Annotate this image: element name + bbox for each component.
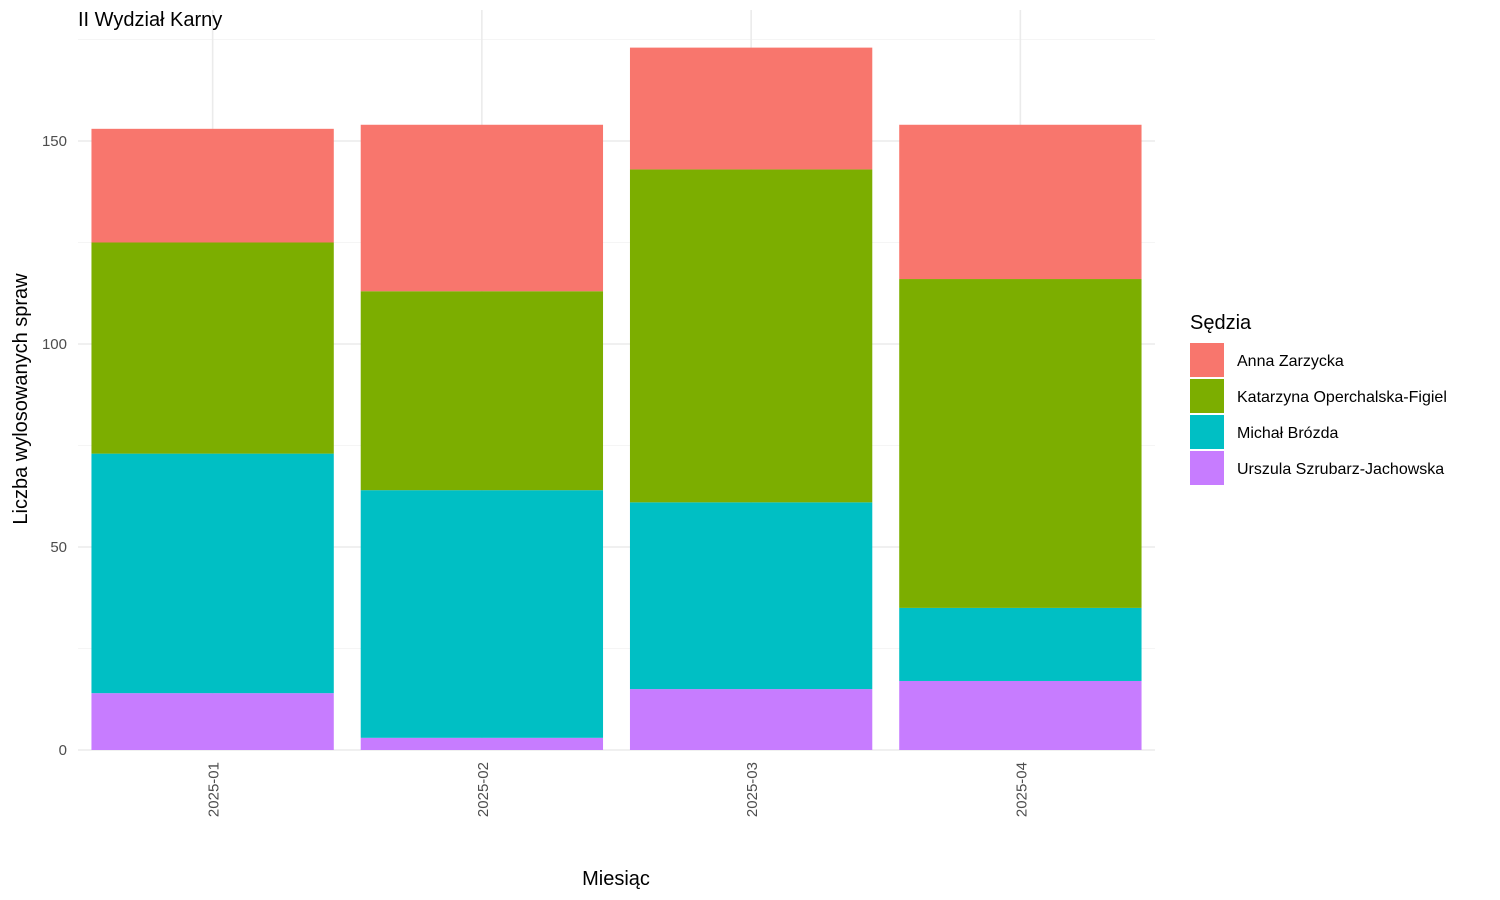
bar-segment	[899, 124, 1142, 280]
legend-label: Katarzyna Operchalska-Figiel	[1237, 389, 1447, 406]
bar-segment	[899, 279, 1142, 608]
bar-segment	[360, 291, 604, 491]
chart-title: II Wydział Karny	[78, 9, 222, 31]
x-axis-title: Miesiąc	[582, 868, 650, 890]
legend-swatch	[1190, 379, 1224, 413]
y-tick-labels: 0 50 100 150	[42, 133, 67, 759]
y-tick-label: 150	[42, 133, 67, 150]
x-tick-label: 2025-01	[206, 762, 223, 817]
bar-segment	[91, 128, 334, 243]
bar-segment	[629, 502, 873, 690]
legend-swatch	[1190, 415, 1224, 449]
bar-segment	[91, 242, 334, 454]
bar-segment	[899, 607, 1142, 681]
x-tick-label: 2025-04	[1013, 762, 1030, 817]
bar-segment	[629, 47, 873, 170]
y-tick-label: 50	[50, 539, 67, 556]
legend-label: Urszula Szrubarz-Jachowska	[1237, 461, 1444, 478]
legend-items: Anna Zarzycka Katarzyna Operchalska-Figie…	[1190, 343, 1447, 485]
legend-title: Sędzia	[1190, 312, 1252, 334]
x-tick-labels: 2025-01 2025-02 2025-03 2025-04	[206, 762, 1031, 817]
bar-segment	[91, 453, 334, 694]
bars-layer	[91, 47, 1142, 750]
legend-swatch	[1190, 343, 1224, 377]
bar-segment	[629, 169, 873, 503]
legend: Sędzia Anna Zarzycka Katarzyna Operchalsk…	[1190, 312, 1447, 485]
y-tick-label: 100	[42, 336, 67, 353]
x-tick-label: 2025-03	[744, 762, 761, 817]
bar-segment	[360, 737, 604, 750]
legend-label: Anna Zarzycka	[1237, 353, 1344, 370]
y-tick-label: 0	[59, 742, 67, 759]
legend-swatch	[1190, 451, 1224, 485]
bar-segment	[899, 680, 1142, 750]
x-tick-label: 2025-02	[475, 762, 492, 817]
bar-segment	[360, 490, 604, 738]
legend-label: Michał Brózda	[1237, 425, 1338, 442]
bar-segment	[360, 124, 604, 292]
bar-segment	[629, 689, 873, 750]
y-axis-title: Liczba wylosowanych spraw	[10, 273, 32, 525]
bar-segment	[91, 693, 334, 750]
